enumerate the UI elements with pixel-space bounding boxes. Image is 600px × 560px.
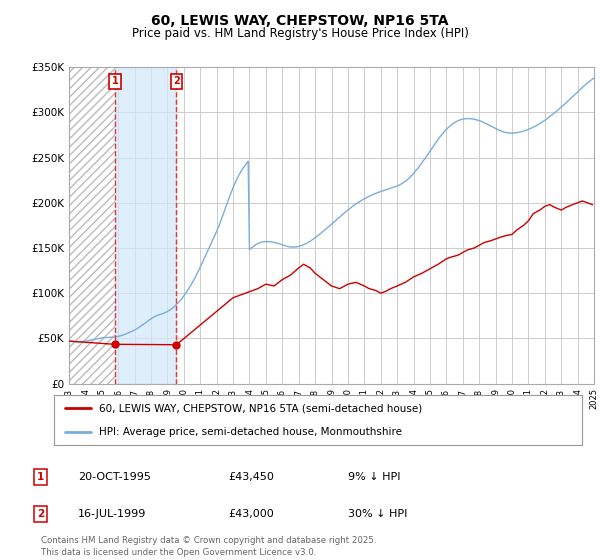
Text: 2: 2 [173,76,180,86]
Text: 9% ↓ HPI: 9% ↓ HPI [348,472,401,482]
Bar [69,67,115,384]
Text: 20-OCT-1995: 20-OCT-1995 [78,472,151,482]
Text: 30% ↓ HPI: 30% ↓ HPI [348,509,407,519]
Bar [115,67,176,384]
Text: Contains HM Land Registry data © Crown copyright and database right 2025.
This d: Contains HM Land Registry data © Crown c… [41,536,376,557]
Text: 1: 1 [37,472,44,482]
Bar [69,67,115,384]
Text: HPI: Average price, semi-detached house, Monmouthshire: HPI: Average price, semi-detached house,… [99,427,402,437]
Text: 16-JUL-1999: 16-JUL-1999 [78,509,146,519]
Text: 2: 2 [37,509,44,519]
Text: 60, LEWIS WAY, CHEPSTOW, NP16 5TA: 60, LEWIS WAY, CHEPSTOW, NP16 5TA [151,14,449,28]
Text: £43,000: £43,000 [228,509,274,519]
Text: 60, LEWIS WAY, CHEPSTOW, NP16 5TA (semi-detached house): 60, LEWIS WAY, CHEPSTOW, NP16 5TA (semi-… [99,403,422,413]
Text: 1: 1 [112,76,118,86]
Text: £43,450: £43,450 [228,472,274,482]
Text: Price paid vs. HM Land Registry's House Price Index (HPI): Price paid vs. HM Land Registry's House … [131,27,469,40]
